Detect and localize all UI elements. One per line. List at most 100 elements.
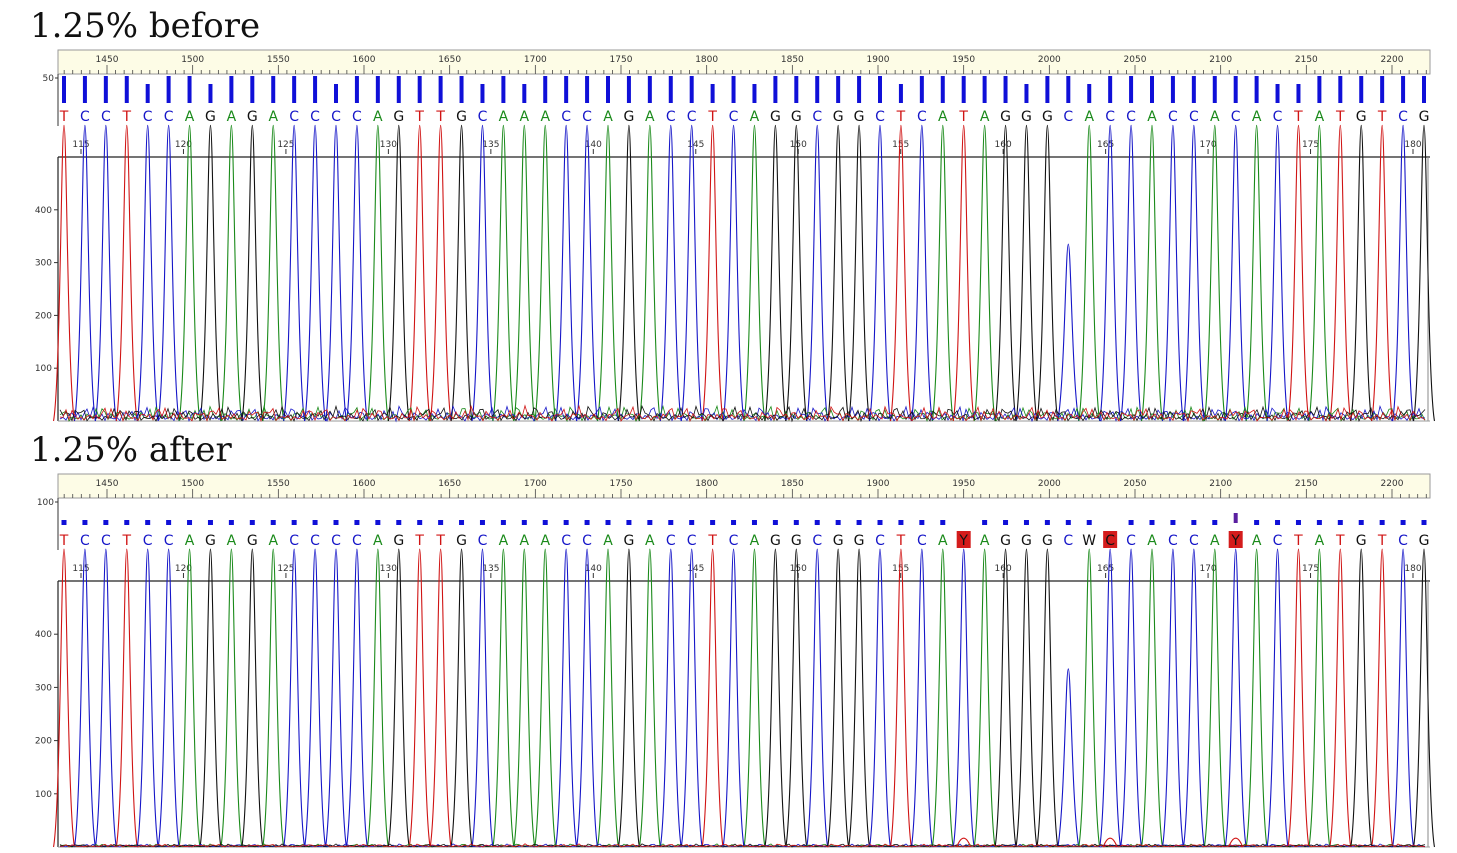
base-call: C: [164, 109, 174, 125]
position-tick-label: 150: [790, 140, 807, 150]
quality-dot: [291, 520, 297, 525]
trace-peak: [471, 548, 494, 848]
ruler-tick-label: 1850: [781, 479, 804, 489]
quality-bar: [313, 76, 318, 103]
trace-peak: [1308, 548, 1331, 848]
position-tick-label: 120: [175, 564, 192, 574]
quality-dot: [1212, 520, 1218, 525]
quality-bar: [1380, 76, 1385, 103]
trace-peak: [785, 548, 808, 848]
base-call: A: [750, 109, 760, 125]
base-call: G: [770, 533, 781, 549]
base-call: G: [1356, 109, 1367, 125]
trace-peak: [1308, 124, 1331, 422]
ruler-tick-label: 2100: [1209, 55, 1232, 65]
base-call: T: [121, 533, 131, 549]
trace-peak: [1120, 548, 1143, 848]
base-call: G: [1000, 109, 1011, 125]
base-call: T: [1377, 109, 1387, 125]
quality-bar: [250, 76, 255, 103]
quality-bar: [752, 84, 757, 103]
quality-bar: [1338, 76, 1343, 103]
trace-peak: [241, 548, 264, 848]
ruler-tick-label: 1950: [952, 55, 975, 65]
trace-peak: [220, 124, 243, 422]
base-call: C: [1189, 109, 1199, 125]
base-call: T: [435, 533, 445, 549]
base-call: G: [1042, 109, 1053, 125]
quality-bar: [1066, 76, 1071, 103]
base-call: T: [958, 109, 968, 125]
base-call: C: [687, 533, 697, 549]
y-tick-label: 100: [35, 790, 52, 800]
trace-peak: [659, 548, 682, 848]
trace-peak: [1392, 124, 1415, 422]
trace-peak: [1078, 124, 1101, 422]
quality-dot: [940, 520, 946, 525]
base-call: A: [268, 109, 278, 125]
quality-dot: [521, 520, 527, 525]
trace-peak: [1412, 124, 1436, 422]
trace-peak: [366, 548, 389, 848]
trace-peak: [1287, 548, 1310, 848]
quality-bar: [689, 76, 694, 103]
ruler-tick-label: 1700: [524, 55, 547, 65]
position-tick-label: 130: [380, 140, 397, 150]
trace-peak: [345, 124, 368, 422]
base-call: G: [205, 533, 216, 549]
trace-peak: [555, 548, 578, 848]
quality-bar: [647, 76, 652, 103]
quality-bar: [585, 76, 590, 103]
base-call: A: [1147, 109, 1157, 125]
quality-dot: [270, 520, 276, 525]
trace-peak: [764, 124, 787, 422]
base-call: A: [373, 109, 383, 125]
position-tick-label: 160: [995, 140, 1012, 150]
trace-peak: [973, 124, 996, 422]
base-call: G: [791, 109, 802, 125]
panel-title-before: 1.25% before: [30, 6, 261, 46]
trace-noise: [59, 404, 1426, 423]
base-call: C: [80, 533, 90, 549]
trace-peak: [283, 124, 306, 422]
quality-dot: [919, 520, 925, 525]
quality-bar: [1150, 76, 1154, 103]
trace-peak: [617, 548, 640, 848]
trace-peak: [1245, 124, 1268, 422]
trace-peak: [220, 548, 243, 848]
base-call: C: [1398, 533, 1408, 549]
quality-dot: [814, 520, 820, 525]
quality-bar: [1233, 76, 1238, 103]
base-call: A: [520, 109, 530, 125]
quality-dot: [249, 520, 255, 525]
base-call: C: [1273, 109, 1283, 125]
base-call: G: [247, 533, 258, 549]
y-tick-label: 300: [35, 683, 52, 693]
trace-peak: [408, 548, 431, 848]
quality-dot: [103, 520, 109, 525]
trace-peak: [324, 548, 348, 848]
trace-peak: [324, 124, 348, 422]
position-tick-label: 160: [995, 564, 1012, 574]
quality-bar: [919, 76, 924, 103]
base-call: G: [1356, 533, 1367, 549]
base-call: A: [268, 533, 278, 549]
base-call: T: [707, 109, 717, 125]
base-call: A: [520, 533, 530, 549]
trace-peak: [596, 124, 620, 422]
trace-peak: [785, 124, 808, 422]
quality-bar: [1296, 84, 1301, 103]
position-tick-label: 145: [687, 140, 704, 150]
trace-peak: [889, 548, 912, 848]
base-call: C: [478, 533, 488, 549]
base-call: C: [352, 533, 362, 549]
trace-peak: [931, 124, 954, 422]
trace-peak: [1099, 548, 1122, 848]
ruler-tick-label: 1500: [181, 55, 204, 65]
base-call: C: [143, 109, 153, 125]
trace-peak: [576, 124, 599, 422]
trace-peak: [1015, 548, 1038, 848]
ruler-tick-label: 1600: [353, 479, 376, 489]
base-call: A: [227, 533, 237, 549]
base-call: A: [1252, 533, 1262, 549]
